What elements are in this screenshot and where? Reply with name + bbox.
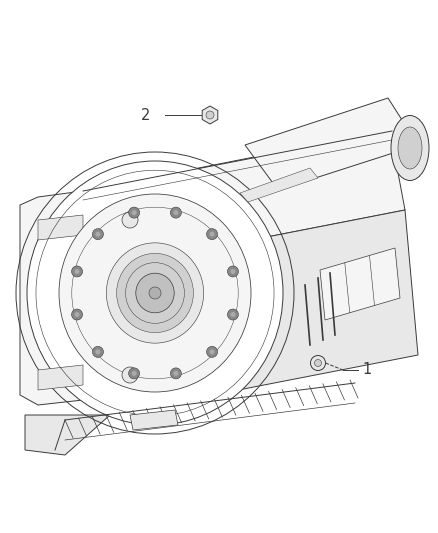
Circle shape (149, 287, 161, 299)
Circle shape (92, 229, 103, 240)
Polygon shape (20, 191, 83, 405)
Ellipse shape (398, 127, 422, 169)
Circle shape (131, 210, 137, 215)
Circle shape (122, 367, 138, 383)
Ellipse shape (391, 116, 429, 181)
Ellipse shape (126, 263, 184, 324)
Polygon shape (130, 410, 178, 430)
Text: 1: 1 (362, 362, 371, 377)
Ellipse shape (117, 253, 194, 333)
Circle shape (131, 371, 137, 376)
Ellipse shape (136, 273, 174, 313)
Circle shape (170, 368, 181, 379)
Circle shape (173, 371, 178, 376)
Polygon shape (25, 415, 110, 455)
Circle shape (129, 368, 140, 379)
Text: 2: 2 (141, 108, 150, 123)
Circle shape (209, 349, 215, 354)
Circle shape (71, 309, 82, 320)
Polygon shape (202, 106, 218, 124)
Circle shape (71, 266, 82, 277)
Polygon shape (245, 98, 418, 190)
Circle shape (207, 229, 218, 240)
Circle shape (206, 111, 214, 119)
Polygon shape (38, 365, 83, 390)
Circle shape (74, 269, 80, 274)
Circle shape (95, 349, 100, 354)
Circle shape (170, 207, 181, 218)
Circle shape (173, 210, 178, 215)
Circle shape (230, 312, 236, 317)
Ellipse shape (27, 161, 283, 425)
Ellipse shape (106, 243, 204, 343)
Circle shape (207, 346, 218, 357)
Polygon shape (38, 215, 83, 240)
Polygon shape (98, 210, 418, 415)
Polygon shape (320, 248, 400, 320)
Circle shape (311, 356, 325, 370)
Circle shape (129, 207, 140, 218)
Circle shape (230, 269, 236, 274)
Ellipse shape (59, 194, 251, 392)
Polygon shape (240, 168, 318, 202)
Circle shape (227, 309, 238, 320)
Circle shape (209, 232, 215, 237)
Circle shape (92, 346, 103, 357)
Circle shape (95, 232, 100, 237)
Circle shape (122, 212, 138, 228)
Circle shape (314, 359, 321, 367)
Circle shape (227, 266, 238, 277)
Circle shape (74, 312, 80, 317)
Polygon shape (83, 130, 405, 270)
